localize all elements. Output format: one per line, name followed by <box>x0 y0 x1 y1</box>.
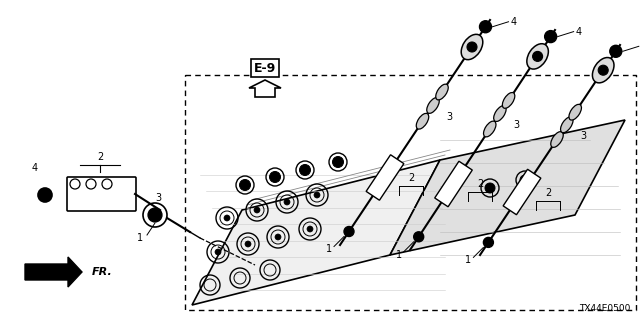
Text: 2: 2 <box>477 180 483 189</box>
Text: E-9: E-9 <box>254 61 276 75</box>
Text: 3: 3 <box>580 131 586 141</box>
Circle shape <box>344 227 354 236</box>
Circle shape <box>314 192 320 198</box>
Circle shape <box>479 21 492 33</box>
Circle shape <box>152 212 158 218</box>
Circle shape <box>215 249 221 255</box>
Circle shape <box>38 188 52 202</box>
Text: 1: 1 <box>137 233 143 243</box>
Ellipse shape <box>461 34 483 60</box>
Ellipse shape <box>436 84 448 100</box>
Ellipse shape <box>569 104 582 120</box>
Text: 1: 1 <box>396 250 402 260</box>
Text: 3: 3 <box>447 112 452 122</box>
Text: 3: 3 <box>513 120 520 130</box>
Circle shape <box>548 34 554 40</box>
Ellipse shape <box>502 92 515 108</box>
Ellipse shape <box>427 98 439 113</box>
Circle shape <box>610 45 622 57</box>
Text: 4: 4 <box>511 17 516 27</box>
Circle shape <box>224 215 230 221</box>
Ellipse shape <box>561 117 573 133</box>
Text: 2: 2 <box>97 152 103 162</box>
Text: FR.: FR. <box>92 267 113 277</box>
Ellipse shape <box>551 132 563 148</box>
Circle shape <box>333 156 344 167</box>
Circle shape <box>239 180 250 190</box>
Text: 1: 1 <box>326 244 332 254</box>
Circle shape <box>254 207 260 213</box>
Text: 4: 4 <box>32 163 38 173</box>
Circle shape <box>284 199 290 205</box>
Polygon shape <box>435 161 472 207</box>
Circle shape <box>413 232 424 242</box>
Circle shape <box>467 42 477 52</box>
Ellipse shape <box>484 121 496 137</box>
Circle shape <box>42 192 48 198</box>
Polygon shape <box>192 160 440 305</box>
Circle shape <box>245 241 251 247</box>
Circle shape <box>485 183 495 193</box>
Circle shape <box>148 208 162 222</box>
Circle shape <box>307 226 313 232</box>
Circle shape <box>598 65 608 75</box>
Ellipse shape <box>527 44 548 69</box>
Circle shape <box>275 234 281 240</box>
Polygon shape <box>366 155 404 200</box>
Circle shape <box>300 164 310 175</box>
Text: 4: 4 <box>575 27 582 36</box>
Circle shape <box>545 31 557 43</box>
Text: 2: 2 <box>408 173 415 183</box>
Circle shape <box>483 237 493 247</box>
Circle shape <box>613 48 619 54</box>
Ellipse shape <box>416 113 429 129</box>
Polygon shape <box>249 80 281 97</box>
Polygon shape <box>390 120 625 255</box>
Polygon shape <box>25 257 82 287</box>
Text: 1: 1 <box>465 255 472 265</box>
Ellipse shape <box>593 58 614 83</box>
Text: 3: 3 <box>155 193 161 203</box>
Circle shape <box>520 175 530 185</box>
Circle shape <box>532 52 543 61</box>
Circle shape <box>269 172 280 182</box>
Text: 2: 2 <box>545 188 552 197</box>
Ellipse shape <box>493 106 506 122</box>
Text: TX44E0500: TX44E0500 <box>579 304 630 313</box>
Circle shape <box>483 24 488 30</box>
Polygon shape <box>503 169 541 215</box>
FancyBboxPatch shape <box>67 177 136 211</box>
